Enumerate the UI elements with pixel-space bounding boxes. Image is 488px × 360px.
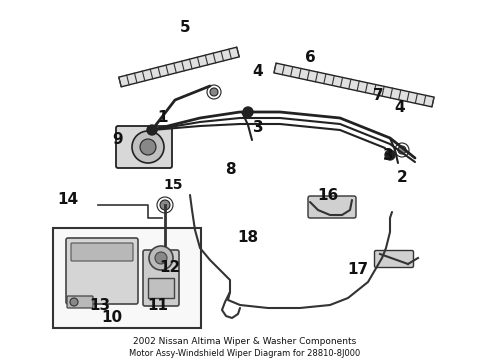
Text: 15: 15 — [163, 178, 183, 192]
Text: 18: 18 — [237, 230, 258, 246]
Text: 6: 6 — [304, 50, 315, 66]
Text: 10: 10 — [101, 310, 122, 325]
Text: 16: 16 — [317, 188, 338, 202]
Bar — [148, 278, 174, 298]
Text: 2: 2 — [396, 171, 407, 185]
Text: 11: 11 — [147, 297, 168, 312]
Text: 4: 4 — [252, 64, 263, 80]
Text: 1: 1 — [158, 111, 168, 126]
Text: 7: 7 — [372, 87, 383, 103]
Text: 14: 14 — [57, 193, 79, 207]
Text: 2002 Nissan Altima Wiper & Washer Components: 2002 Nissan Altima Wiper & Washer Compon… — [133, 338, 355, 346]
Circle shape — [384, 150, 394, 160]
Text: 4: 4 — [394, 100, 405, 116]
Text: 17: 17 — [347, 262, 368, 278]
FancyBboxPatch shape — [66, 238, 138, 304]
FancyBboxPatch shape — [116, 126, 172, 168]
Text: 5: 5 — [179, 21, 190, 36]
Circle shape — [397, 146, 405, 154]
Circle shape — [147, 125, 157, 135]
Circle shape — [155, 252, 167, 264]
Text: 9: 9 — [112, 132, 123, 148]
Text: 3: 3 — [382, 148, 392, 162]
Circle shape — [160, 200, 170, 210]
Text: 13: 13 — [89, 297, 110, 312]
Polygon shape — [119, 47, 239, 87]
Text: 8: 8 — [224, 162, 235, 177]
Circle shape — [243, 107, 252, 117]
FancyBboxPatch shape — [71, 243, 133, 261]
Bar — [53, 228, 201, 328]
FancyBboxPatch shape — [374, 251, 413, 267]
Text: Motor Assy-Windshield Wiper Diagram for 28810-8J000: Motor Assy-Windshield Wiper Diagram for … — [129, 350, 359, 359]
Polygon shape — [273, 63, 433, 107]
Circle shape — [140, 139, 156, 155]
Circle shape — [149, 246, 173, 270]
FancyBboxPatch shape — [67, 296, 93, 308]
FancyBboxPatch shape — [307, 196, 355, 218]
Text: 3: 3 — [252, 121, 263, 135]
Circle shape — [70, 298, 78, 306]
Text: 12: 12 — [159, 261, 180, 275]
FancyBboxPatch shape — [142, 250, 179, 306]
Circle shape — [132, 131, 163, 163]
Circle shape — [209, 88, 218, 96]
